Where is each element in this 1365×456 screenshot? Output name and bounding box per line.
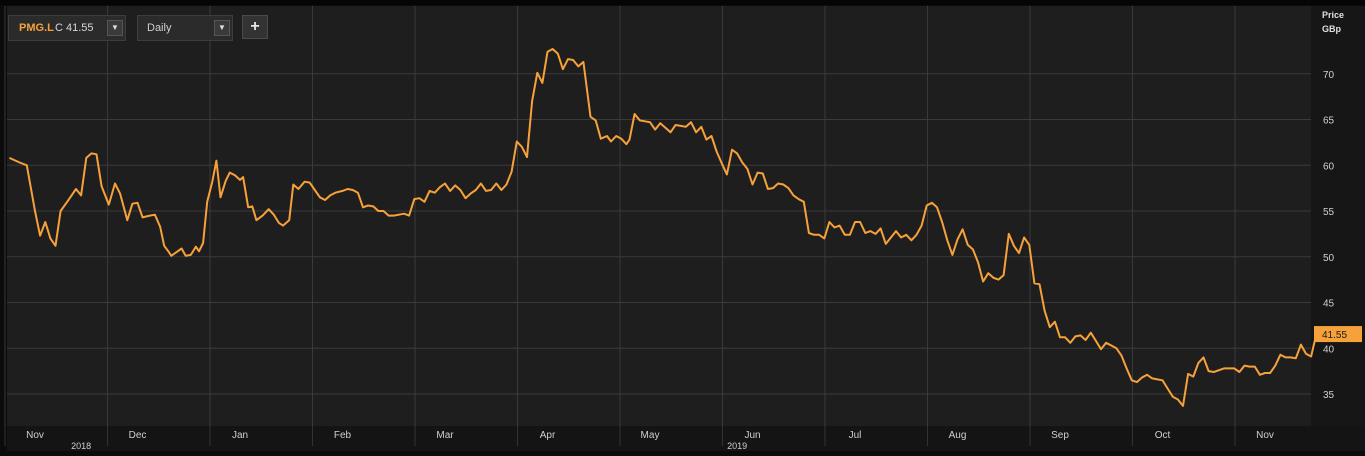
y-tick-label: 40 (1323, 344, 1335, 355)
period-selector[interactable]: Daily ▼ (137, 15, 233, 41)
last-price-tag: 41.55 (1314, 326, 1362, 343)
y-tick-label: 65 (1323, 116, 1335, 127)
y-tick-label: 50 (1323, 253, 1335, 264)
price-axis-unit: GBp (1322, 24, 1341, 34)
x-tick-label: Mar (436, 430, 454, 441)
x-tick-label: Sep (1051, 430, 1069, 441)
x-tick-label: Jun (744, 430, 760, 441)
x-tick-label: Oct (1155, 430, 1171, 441)
year-label: 2019 (727, 441, 747, 451)
close-price-label: C 41.55 (55, 22, 94, 34)
price-line (8, 48, 1318, 407)
y-tick-label: 45 (1323, 299, 1335, 310)
time-axis-background (7, 426, 1365, 451)
price-axis-title: Price (1322, 10, 1345, 20)
triangle-down-icon[interactable]: ▼ (214, 20, 230, 36)
window-top-strip (0, 0, 1365, 5)
x-tick-label: Nov (1256, 430, 1274, 441)
vertical-gridlines (4, 6, 1236, 426)
y-tick-label: 35 (1323, 390, 1335, 401)
x-tick-label: Apr (540, 430, 556, 441)
series-layer (8, 48, 1318, 407)
symbol-selector[interactable]: PMG.L C 41.55 ▼ (8, 15, 126, 41)
x-tick-label: Jul (849, 430, 862, 441)
plus-icon: + (250, 18, 260, 35)
x-tick-label: Feb (334, 430, 352, 441)
add-study-button[interactable]: + (242, 15, 268, 39)
ticker-label: PMG.L (19, 22, 54, 34)
x-tick-label: Aug (949, 430, 967, 441)
x-tick-label: Nov (26, 430, 44, 441)
last-price-label: 41.55 (1322, 330, 1347, 341)
y-tick-label: 55 (1323, 207, 1335, 218)
x-tick-label: Jan (232, 430, 248, 441)
y-tick-label: 70 (1323, 70, 1335, 81)
price-axis-ticks: 35 40 45 50 55 60 65 70 (1323, 70, 1335, 401)
period-label: Daily (147, 22, 172, 34)
x-tick-label: May (641, 430, 660, 441)
last-price-marker (1314, 326, 1362, 343)
price-axis-background (1311, 6, 1365, 426)
horizontal-gridlines (7, 73, 1311, 395)
time-axis-ticks: Nov Dec Jan Feb Mar Apr May Jun Jul Aug Sep Oct Nov 2… (4, 426, 1274, 451)
year-label: 2018 (71, 441, 91, 451)
plot-background (7, 6, 1311, 426)
y-tick-label: 60 (1323, 161, 1335, 172)
triangle-down-icon[interactable]: ▼ (107, 20, 123, 36)
x-tick-label: Dec (129, 430, 147, 441)
